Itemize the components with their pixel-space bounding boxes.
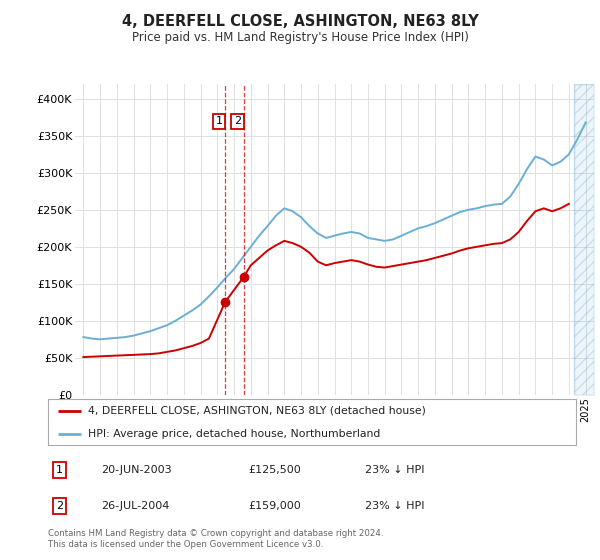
Text: 1: 1 <box>215 116 223 127</box>
Text: Price paid vs. HM Land Registry's House Price Index (HPI): Price paid vs. HM Land Registry's House … <box>131 31 469 44</box>
Text: 20-JUN-2003: 20-JUN-2003 <box>101 465 172 475</box>
Text: 4, DEERFELL CLOSE, ASHINGTON, NE63 8LY: 4, DEERFELL CLOSE, ASHINGTON, NE63 8LY <box>122 14 478 29</box>
Text: 2: 2 <box>234 116 241 127</box>
Text: Contains HM Land Registry data © Crown copyright and database right 2024.
This d: Contains HM Land Registry data © Crown c… <box>48 529 383 549</box>
Text: 23% ↓ HPI: 23% ↓ HPI <box>365 465 424 475</box>
Text: 4, DEERFELL CLOSE, ASHINGTON, NE63 8LY (detached house): 4, DEERFELL CLOSE, ASHINGTON, NE63 8LY (… <box>88 406 425 416</box>
Text: 23% ↓ HPI: 23% ↓ HPI <box>365 501 424 511</box>
Text: £125,500: £125,500 <box>248 465 301 475</box>
Text: HPI: Average price, detached house, Northumberland: HPI: Average price, detached house, Nort… <box>88 429 380 438</box>
Text: 1: 1 <box>56 465 63 475</box>
Text: 26-JUL-2004: 26-JUL-2004 <box>101 501 169 511</box>
Text: £159,000: £159,000 <box>248 501 301 511</box>
Text: 2: 2 <box>56 501 63 511</box>
